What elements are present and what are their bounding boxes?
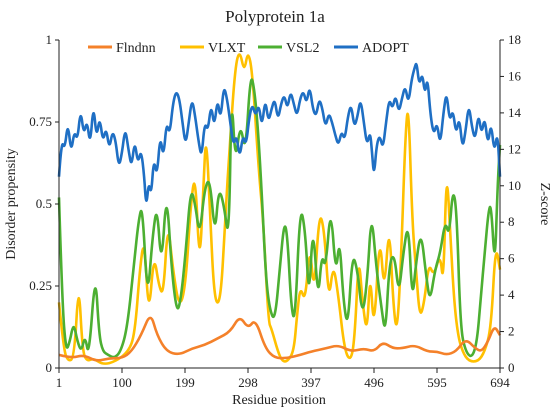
series-line-adopt	[57, 62, 502, 202]
y2-tick-label: 4	[508, 287, 515, 302]
y2-tick-label: 18	[508, 32, 521, 47]
legend-label-adopt: ADOPT	[362, 41, 409, 56]
x-tick-label: 397	[301, 375, 321, 390]
y-axis-label: Disorder propensity	[4, 148, 19, 260]
legend-label-vsl2: VSL2	[286, 41, 319, 56]
x-tick-label: 1	[56, 375, 63, 390]
y-tick-labels: 0 0.25 0.5 0.75 1	[29, 32, 59, 375]
y2-axis-label: Z-score	[537, 183, 550, 226]
x-tick-label: 298	[238, 375, 258, 390]
x-tick-label: 199	[175, 375, 195, 390]
y2-tick-labels: 0 2 4 6 8 10 12 14 16 18	[500, 32, 522, 375]
series-line-vlxt	[57, 53, 502, 365]
x-tick-label: 100	[112, 375, 132, 390]
chart-legend: Flndnn VLXT VSL2 ADOPT	[88, 41, 409, 56]
axes-layer	[58, 40, 501, 369]
x-axis-label: Residue position	[232, 393, 326, 408]
x-tick-label: 496	[364, 375, 384, 390]
y-tick-label: 0.75	[29, 114, 52, 129]
series-line-flndnn	[58, 316, 502, 362]
series-line-vsl2	[57, 78, 502, 359]
y-tick-label: 1	[46, 32, 53, 47]
y2-tick-label: 12	[508, 141, 521, 156]
y2-tick-label: 10	[508, 178, 521, 193]
x-tick-label: 595	[427, 375, 447, 390]
y-tick-label: 0	[46, 360, 53, 375]
x-tick-labels: 1 100 199 298 397 496 595 694	[56, 368, 510, 390]
x-tick-label: 694	[490, 375, 510, 390]
y2-tick-label: 16	[508, 68, 522, 83]
legend-label-vlxt: VLXT	[208, 41, 246, 56]
chart-title: Polyprotein 1a	[225, 7, 325, 26]
y-tick-label: 0.25	[29, 278, 52, 293]
y2-tick-label: 8	[508, 214, 515, 229]
legend-label-flndnn: Flndnn	[116, 41, 156, 56]
series-layer	[57, 53, 502, 365]
y2-tick-label: 2	[508, 324, 515, 339]
y2-tick-label: 14	[508, 105, 522, 120]
y-tick-label: 0.5	[36, 196, 52, 211]
y2-tick-label: 0	[508, 360, 515, 375]
y2-tick-label: 6	[508, 251, 515, 266]
